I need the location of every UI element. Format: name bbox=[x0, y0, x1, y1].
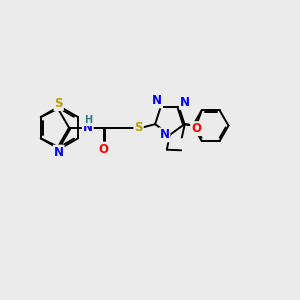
Text: H: H bbox=[84, 115, 92, 125]
Text: O: O bbox=[191, 122, 201, 135]
Text: N: N bbox=[54, 146, 64, 159]
Text: N: N bbox=[83, 121, 93, 134]
Text: N: N bbox=[152, 94, 162, 107]
Text: N: N bbox=[160, 128, 170, 141]
Text: S: S bbox=[134, 121, 143, 134]
Text: N: N bbox=[180, 96, 190, 109]
Text: S: S bbox=[54, 97, 63, 110]
Text: O: O bbox=[99, 142, 109, 156]
